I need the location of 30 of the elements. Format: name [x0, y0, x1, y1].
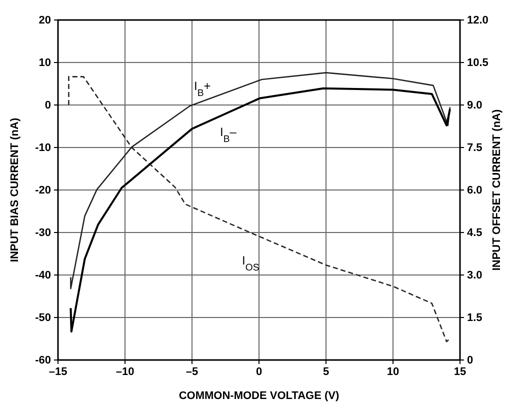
y-tick-label: -50 [35, 312, 51, 324]
y-tick-label: 10 [38, 57, 51, 70]
x-tick-label: 5 [322, 366, 330, 378]
y-tick-label: -40 [35, 270, 51, 282]
y2-tick-label: 9.0 [467, 100, 482, 112]
x-tick-label: –15 [48, 366, 68, 378]
y-tick-label: -20 [35, 184, 51, 197]
x-tick-label: 15 [454, 366, 466, 378]
series-label: I$_{B}$– [220, 124, 237, 144]
y2-axis-title: INPUT OFFSET CURRENT (nA) [491, 109, 503, 271]
y2-tick-label: 7.5 [467, 142, 482, 154]
y-tick-label: -10 [35, 142, 51, 154]
y2-tick-label: 10.5 [467, 57, 488, 70]
x-tick-label: 0 [256, 366, 262, 378]
y-tick-label: -60 [35, 354, 51, 367]
y2-tick-label: 3.0 [467, 270, 482, 282]
y2-tick-label: 6.0 [467, 184, 482, 197]
x-tick-label: 10 [386, 366, 400, 378]
y2-tick-label: 12.0 [467, 14, 488, 27]
x-axis-title: COMMON-MODE VOLTAGE (V) [178, 390, 340, 402]
x-tick-label: –5 [186, 366, 198, 378]
y2-tick-label: 1.5 [467, 312, 482, 324]
series-label: I$_{B}$+ [194, 78, 211, 98]
y-tick-label: 20 [38, 14, 51, 27]
y2-tick-label: 4.5 [467, 227, 482, 240]
y-axis-title: INPUT BIAS CURRENT (nA) [9, 118, 21, 262]
x-tick-label: –10 [116, 366, 134, 378]
y-tick-label: 0 [44, 100, 51, 112]
y-tick-label: -30 [35, 227, 51, 240]
y2-tick-label: 0 [467, 354, 474, 367]
